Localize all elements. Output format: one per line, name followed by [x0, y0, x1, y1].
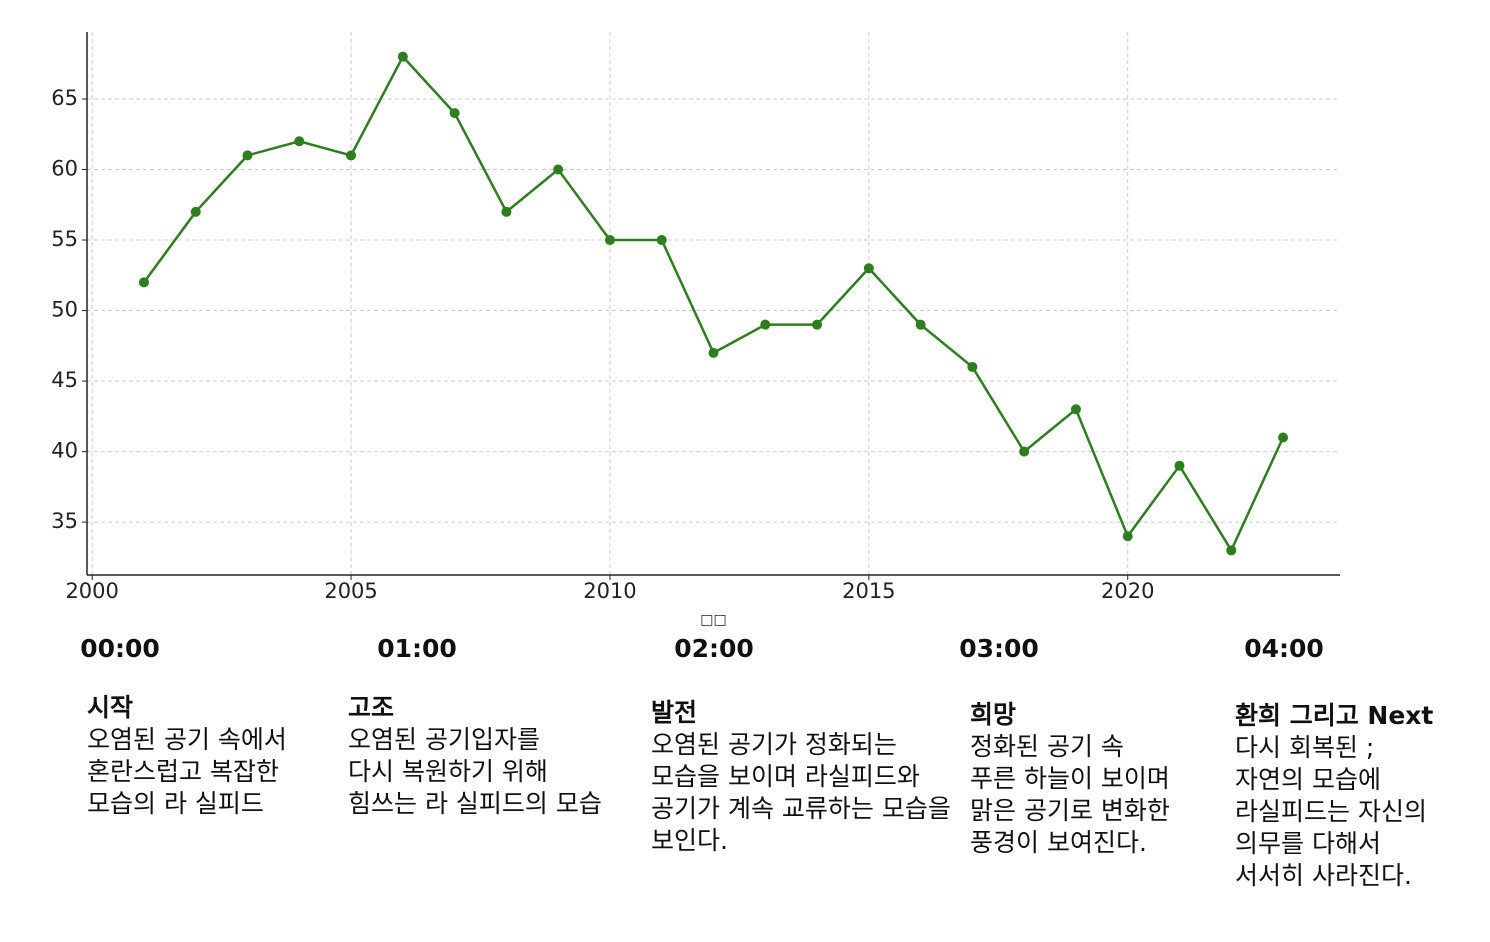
chart: 35 40 45 50 55 60 65 2000 2005 2010 2015 2020 □□ [51, 32, 1340, 628]
point [397, 51, 408, 62]
scene-line: 맑은 공기로 변화한 [970, 796, 1170, 825]
point [1019, 446, 1030, 457]
y-tick-label: 65 [51, 86, 78, 110]
scene-title: 발전 [651, 698, 698, 727]
scene-line: 오염된 공기 속에서 [87, 725, 287, 754]
scene-line: 정화된 공기 속 [970, 732, 1124, 761]
point [967, 361, 978, 372]
scene-line: 서서히 사라진다. [1235, 861, 1412, 890]
y-tick-label: 40 [51, 439, 78, 463]
x-tick-label: 2015 [842, 579, 895, 603]
scene-line: 보인다. [651, 826, 728, 855]
scene-line: 다시 복원하기 위해 [348, 757, 548, 786]
time-label: 03:00 [959, 634, 1039, 663]
point [1226, 545, 1237, 556]
scene-line: 공기가 계속 교류하는 모습을 [651, 794, 951, 823]
point [604, 235, 615, 246]
y-tick-label: 50 [51, 298, 78, 322]
scene-title: 희망 [970, 700, 1017, 729]
scene-line: 의무를 다해서 [1235, 829, 1381, 858]
scene-line: 다시 회복된 ; [1235, 733, 1375, 762]
point [1278, 432, 1289, 443]
point [346, 150, 357, 161]
x-tick-label: 2000 [65, 579, 118, 603]
time-label: 01:00 [377, 634, 457, 663]
point [760, 319, 771, 330]
y-tick-label: 35 [51, 509, 78, 533]
scene-line: 오염된 공기가 정화되는 [651, 730, 897, 759]
line [142, 54, 1285, 553]
point [708, 347, 719, 358]
point [449, 108, 460, 119]
time-label: 00:00 [80, 634, 160, 663]
scene-line: 자연의 모습에 [1235, 765, 1381, 794]
x-axis-label: □□ [700, 612, 726, 628]
scene-line: 라실피드는 자신의 [1235, 797, 1427, 826]
x-tick-label: 2010 [583, 579, 636, 603]
scene-line: 오염된 공기입자를 [348, 725, 540, 754]
point [656, 235, 667, 246]
time-label: 02:00 [674, 634, 754, 663]
point [863, 263, 874, 274]
point [553, 164, 564, 175]
scene-line: 모습을 보이며 라실피드와 [651, 762, 920, 791]
y-tick-label: 55 [51, 227, 78, 251]
point [812, 319, 823, 330]
scene-title: 고조 [348, 693, 395, 722]
scene-line: 모습의 라 실피드 [87, 789, 264, 818]
scene-line: 힘쓰는 라 실피드의 모습 [348, 789, 602, 818]
x-tick-label: 2020 [1101, 579, 1154, 603]
scene-line: 풍경이 보여진다. [970, 828, 1147, 857]
scene-line: 혼란스럽고 복잡한 [87, 757, 279, 786]
point [242, 150, 253, 161]
point [1122, 531, 1133, 542]
point [1070, 404, 1081, 415]
point [1174, 460, 1185, 471]
point [190, 206, 201, 217]
scene-title: 환희 그리고 Next [1235, 701, 1434, 730]
point [294, 136, 305, 147]
point [501, 206, 512, 217]
point [915, 319, 926, 330]
x-tick-label: 2005 [324, 579, 377, 603]
time-label: 04:00 [1244, 634, 1324, 663]
y-tick-label: 45 [51, 368, 78, 392]
scene-line: 푸른 하늘이 보이며 [970, 764, 1170, 793]
scene-title: 시작 [87, 693, 134, 722]
point [138, 277, 149, 288]
y-tick-label: 60 [51, 157, 78, 181]
